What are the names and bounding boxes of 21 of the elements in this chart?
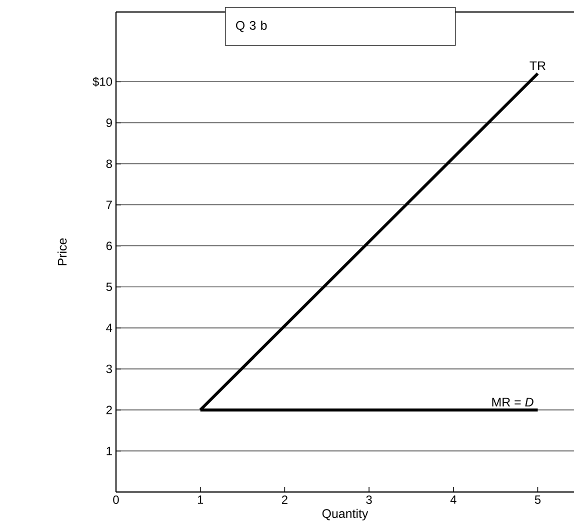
x-tick-label: 4	[450, 496, 456, 504]
y-tick-label: 1	[106, 446, 112, 456]
y-axis-title: Price	[58, 238, 67, 266]
text: Q 3 b	[236, 20, 267, 32]
y-tick-label: 4	[106, 324, 112, 332]
y-tick-label: 8	[106, 160, 112, 168]
x-tick-label: 2	[282, 496, 288, 504]
x-tick-label: 3	[366, 496, 372, 504]
y-tick-label: 3	[106, 364, 112, 374]
x-tick-label: 0	[113, 496, 119, 504]
y-tick-label: 7	[106, 200, 112, 209]
x-axis-title: Quantity	[322, 508, 368, 520]
y-tick-label: $10	[92, 76, 112, 87]
x-tick-label: 5	[534, 496, 541, 504]
y-tick-label: 2	[106, 406, 112, 414]
y-tick-label: 9	[106, 118, 112, 127]
y-tick-label: 6	[106, 242, 112, 250]
series-label: MR = D	[492, 398, 534, 406]
y-tick-label: 5	[106, 282, 112, 292]
series-label: TR	[530, 61, 546, 70]
x-tick-label: 1	[198, 496, 204, 504]
